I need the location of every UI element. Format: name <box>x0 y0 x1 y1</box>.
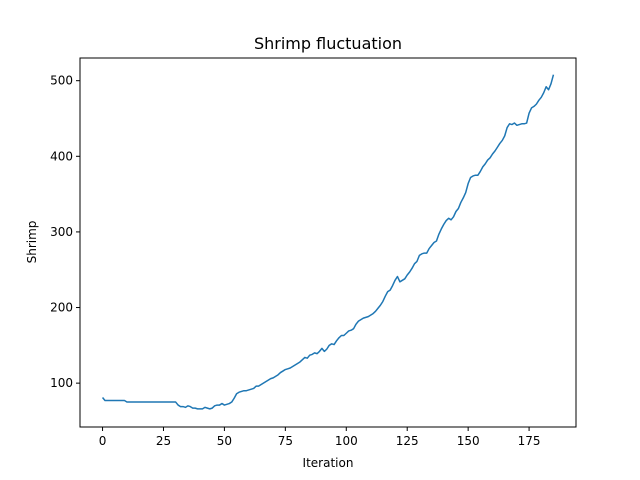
y-tick-label: 100 <box>50 376 73 390</box>
x-tick-label: 50 <box>217 434 232 448</box>
y-tick-label: 400 <box>50 149 73 163</box>
x-axis-ticks: 0 25 50 75 100 125 150 175 <box>99 427 541 448</box>
y-tick-label: 500 <box>50 74 73 88</box>
plot-series-layer <box>101 74 555 410</box>
x-tick-label: 175 <box>518 434 541 448</box>
x-tick-label: 25 <box>156 434 171 448</box>
plot-frame <box>79 57 577 428</box>
x-tick-label: 100 <box>335 434 358 448</box>
x-tick-label: 125 <box>396 434 419 448</box>
y-tick-label: 200 <box>50 301 73 315</box>
y-tick-label: 300 <box>50 225 73 239</box>
chart-title: Shrimp fluctuation <box>254 34 402 53</box>
x-tick-label: 75 <box>278 434 293 448</box>
x-axis-label: Iteration <box>303 456 354 470</box>
x-tick-label: 0 <box>99 434 107 448</box>
y-axis-ticks: 100 200 300 400 500 <box>50 74 80 390</box>
series-line-0 <box>101 74 555 410</box>
y-axis-label: Shrimp <box>25 221 39 264</box>
x-tick-label: 150 <box>457 434 480 448</box>
